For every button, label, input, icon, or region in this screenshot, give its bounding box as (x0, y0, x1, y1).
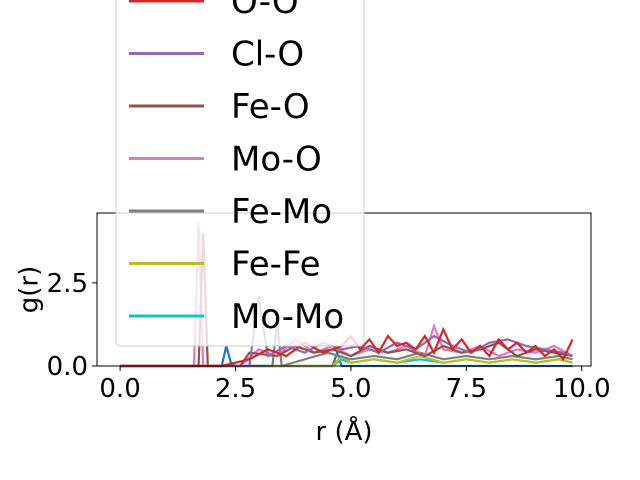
y-tick-label: 2.5 (47, 269, 88, 299)
legend-label-fe-o: Fe-O (231, 87, 310, 127)
legend-label-cl-o: Cl-O (231, 35, 304, 75)
legend-label-fe-fe: Fe-Fe (231, 245, 321, 285)
x-tick-label: 0.0 (99, 374, 140, 404)
legend-label-mo-mo: Mo-Mo (231, 297, 344, 337)
series-line-o-o (120, 326, 574, 368)
series-line-fe-mo (120, 322, 573, 368)
x-tick-label: 10.0 (553, 374, 611, 404)
y-axis-label: g(r) (15, 266, 45, 313)
x-tick-label: 5.0 (330, 374, 371, 404)
legend-box (115, 0, 365, 347)
legend-label-o-o: O-O (231, 0, 299, 22)
legend: O-O Cl-O Fe-O Mo-O Fe-Mo Fe-Fe Mo-Mo (115, 0, 365, 347)
legend-label-fe-mo: Fe-Mo (231, 192, 332, 232)
y-axis: 0.0 2.5 (47, 269, 97, 382)
y-tick-label: 0.0 (47, 352, 88, 382)
x-tick-label: 2.5 (215, 374, 256, 404)
legend-label-mo-o: Mo-O (231, 140, 322, 180)
x-axis-label: r (Å) (315, 415, 372, 447)
x-axis: 0.0 2.5 5.0 7.5 10.0 (99, 366, 611, 404)
x-tick-label: 7.5 (446, 374, 487, 404)
